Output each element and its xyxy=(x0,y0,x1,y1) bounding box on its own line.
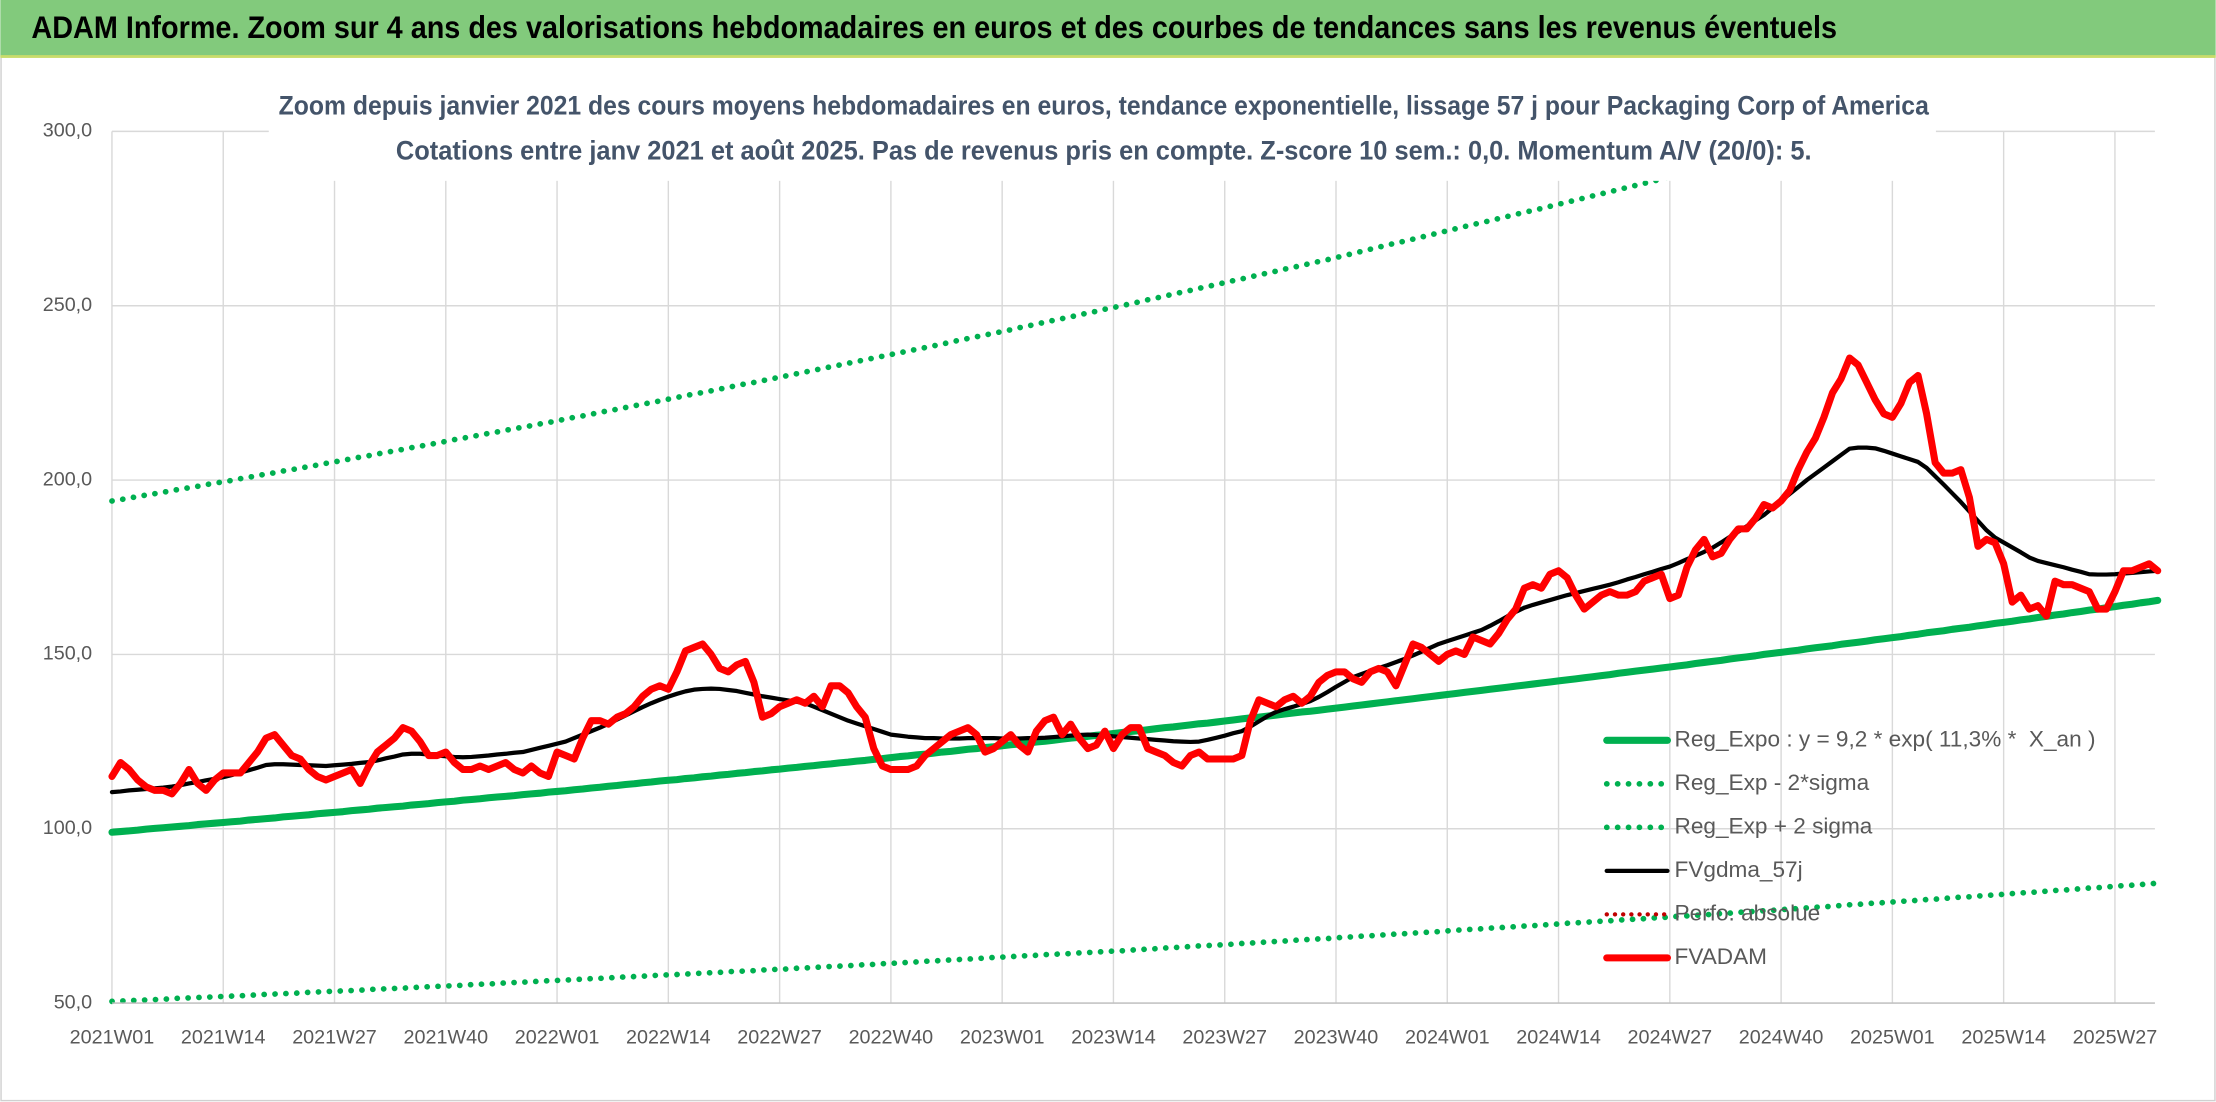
x-tick-label: 2022W01 xyxy=(515,1027,600,1049)
axes: 50,0 100,0 150,0 200,0 250,0 300,0 2021W01 2021… xyxy=(43,120,2158,1049)
x-tick-label: 2021W01 xyxy=(70,1027,155,1049)
legend-label: Reg_Exp - 2*sigma xyxy=(1675,770,1870,795)
series-line xyxy=(108,354,2162,798)
x-tick-label: 2021W40 xyxy=(403,1027,488,1049)
x-tick-label: 2023W14 xyxy=(1071,1027,1156,1049)
legend-label: FVADAM xyxy=(1675,944,1767,969)
y-tick-label: 50,0 xyxy=(54,991,92,1013)
x-tick-label: 2024W40 xyxy=(1739,1027,1824,1049)
banner-edge xyxy=(0,55,2216,58)
title-box xyxy=(268,81,1936,181)
x-tick-label: 2025W14 xyxy=(1961,1027,2046,1049)
plot-area xyxy=(108,125,2162,1005)
y-tick-label: 150,0 xyxy=(43,643,92,665)
legend: Reg_Expo : y = 9,2 * exp( 11,3% * X_an )… xyxy=(1603,726,2096,969)
legend-label: FVgdma_57j xyxy=(1675,857,1803,882)
x-tick-label: 2021W14 xyxy=(181,1027,266,1049)
x-tick-label: 2024W14 xyxy=(1516,1027,1601,1049)
y-tick-label: 200,0 xyxy=(43,468,92,490)
x-tick-label: 2022W40 xyxy=(849,1027,934,1049)
banner-title: ADAM Informe. Zoom sur 4 ans des valoris… xyxy=(31,10,1837,45)
series-line xyxy=(109,125,1880,504)
banner xyxy=(0,0,2216,57)
x-tick-label: 2024W27 xyxy=(1628,1027,1713,1049)
x-tick-label: 2023W40 xyxy=(1294,1027,1379,1049)
x-tick-label: 2022W14 xyxy=(626,1027,711,1049)
x-tick-label: 2022W27 xyxy=(737,1027,822,1049)
legend-label: Reg_Expo : y = 9,2 * exp( 11,3% * X_an ) xyxy=(1675,726,2096,751)
chart-title: Zoom depuis janvier 2021 des cours moyen… xyxy=(279,90,1930,120)
x-tick-label: 2021W27 xyxy=(292,1027,377,1049)
x-tick-label: 2024W01 xyxy=(1405,1027,1490,1049)
x-tick-label: 2023W27 xyxy=(1182,1027,1267,1049)
chart-subtitle: Cotations entre janv 2021 et août 2025. … xyxy=(396,136,1812,166)
x-tick-label: 2023W01 xyxy=(960,1027,1045,1049)
x-tick-label: 2025W01 xyxy=(1850,1027,1935,1049)
series-line xyxy=(109,880,2161,1005)
y-tick-label: 300,0 xyxy=(43,120,92,142)
y-tick-label: 250,0 xyxy=(43,294,92,316)
legend-label: Perfo. absolue xyxy=(1675,900,1821,925)
y-tick-label: 100,0 xyxy=(43,817,92,839)
x-tick-label: 2025W27 xyxy=(2073,1027,2158,1049)
legend-label: Reg_Exp + 2 sigma xyxy=(1675,813,1873,838)
